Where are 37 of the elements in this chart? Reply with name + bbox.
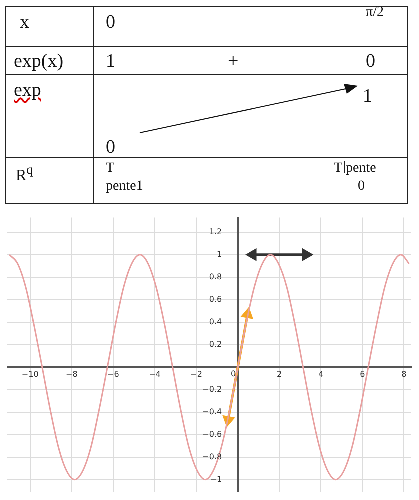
text: 0 xyxy=(366,51,376,73)
y-tick-label: 0.4 xyxy=(209,317,222,326)
text: 1 xyxy=(106,51,116,73)
y-tick-label: −0.8 xyxy=(202,452,222,462)
text: x xyxy=(20,12,30,34)
y-tick-label: −0.6 xyxy=(202,430,222,439)
x-tick-label: −6 xyxy=(108,370,120,380)
text: 0 xyxy=(106,137,116,159)
text: 0 xyxy=(358,179,365,195)
y-tick-label: −0.2 xyxy=(202,384,222,394)
y-tick-label: 0.2 xyxy=(209,340,222,349)
y-tick-label: 1 xyxy=(216,250,222,259)
x-tick-label: −8 xyxy=(66,370,78,380)
x-tick-label: 6 xyxy=(360,370,366,380)
x-tick-label: −2 xyxy=(190,370,202,380)
y-tick-label: 0.8 xyxy=(209,272,222,282)
y-tick-label: 0.6 xyxy=(209,294,222,304)
x-tick-label: 4 xyxy=(318,370,324,380)
text: pente xyxy=(346,161,376,177)
text: 0 xyxy=(106,12,116,34)
x-tick-label: 8 xyxy=(402,370,407,380)
x-tick-label: −4 xyxy=(149,370,161,380)
y-tick-label: −0.4 xyxy=(202,407,222,416)
text: 1 xyxy=(363,86,372,108)
x-tick-label: −10 xyxy=(22,370,39,380)
text: pente1 xyxy=(106,179,144,195)
text: T xyxy=(106,161,115,177)
text: R$^{q}$ xyxy=(16,162,34,186)
text: π/2 xyxy=(366,5,384,21)
y-tick-label: 1.2 xyxy=(209,228,222,236)
text: exp(x) xyxy=(14,51,64,73)
x-tick-label: 2 xyxy=(277,370,282,380)
text: exp xyxy=(14,80,42,102)
text: T xyxy=(334,161,343,177)
text: + xyxy=(228,51,239,73)
y-tick-label: −1 xyxy=(210,474,222,484)
x-tick-label: 0 xyxy=(231,369,236,378)
